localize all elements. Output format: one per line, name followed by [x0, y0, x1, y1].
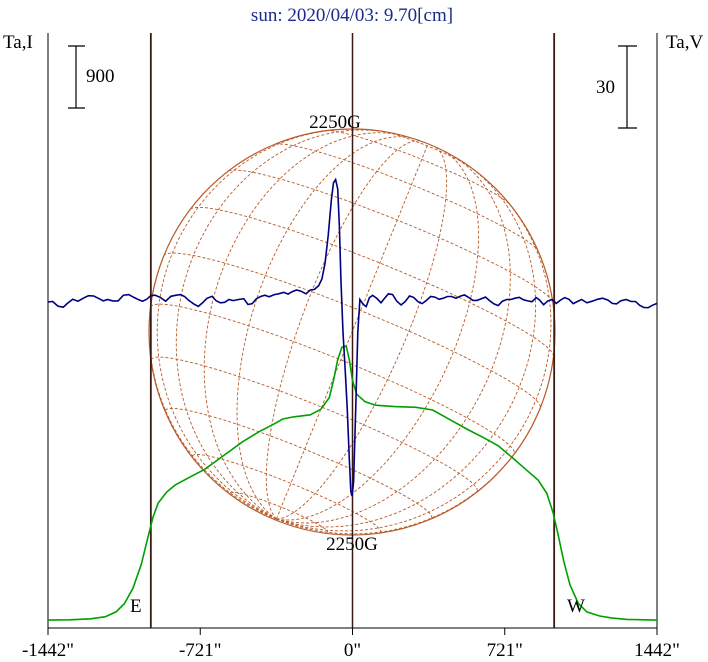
scale-bar-polarization-label: 30 [596, 77, 615, 98]
scale-bar-intensity: 900 [68, 45, 115, 109]
limb-label-east: E [130, 596, 142, 617]
grid-meridian-line-7 [276, 146, 448, 520]
grid-latitude-line-8 [274, 143, 539, 251]
annotation-peak-label: 2250G [309, 112, 361, 133]
grid-meridian-line-6 [275, 143, 429, 520]
grid-meridian-line-2 [175, 129, 384, 520]
solar-disk-grid [148, 128, 556, 536]
grid-meridian-line-10 [276, 165, 537, 528]
grid-latitude-line-5 [163, 252, 541, 409]
grid-meridian-line-8 [276, 150, 480, 521]
grid-meridian-line-1 [156, 128, 349, 520]
grid-meridian-line-3 [203, 132, 400, 520]
grid-meridian-line-11 [276, 188, 552, 532]
x-tick-label-1: -721" [179, 640, 222, 661]
scale-bar-intensity-label: 900 [86, 66, 115, 87]
grid-latitude-line-6 [190, 206, 554, 356]
grid-latitude-line-4 [150, 303, 515, 454]
x-tick-label-4: 1442" [634, 640, 680, 661]
grid-meridian-line-4 [236, 136, 414, 520]
left-axis-label: Ta,I [3, 32, 33, 53]
x-axis-ticks: -1442" -721" 0" 721" 1442" [22, 628, 680, 661]
chart-title: sun: 2020/04/03: 9.70[cm] [251, 5, 453, 26]
series-intensity-line [47, 344, 658, 621]
x-tick-label-0: -1442" [22, 640, 74, 661]
annotation-trough-label: 2250G [326, 534, 378, 555]
series-polarization-line [47, 177, 658, 497]
scale-bar-polarization: 30 [596, 45, 637, 129]
right-axis-label: Ta,V [666, 32, 703, 53]
limb-label-west: W [567, 596, 585, 617]
grid-meridian-line-9 [276, 156, 511, 524]
x-tick-label-2: 0" [344, 640, 361, 661]
x-tick-label-3: 721" [487, 640, 523, 661]
grid-latitude-line-9 [326, 130, 511, 206]
